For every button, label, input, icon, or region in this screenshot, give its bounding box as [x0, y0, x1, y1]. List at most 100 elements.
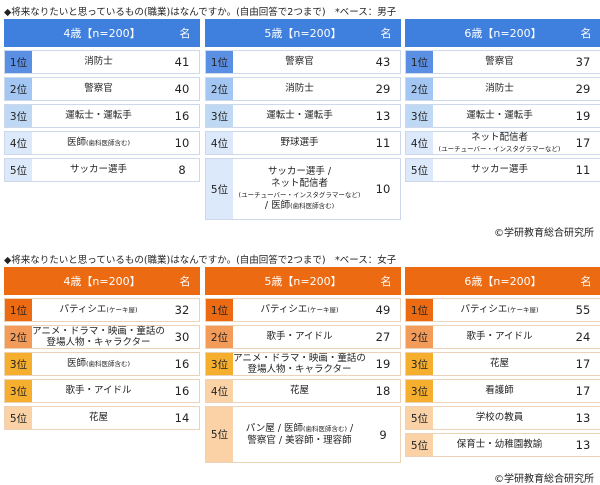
item-cell: パン屋 / 医師(歯科医師含む) / 警察官 / 美容師・理容師 — [233, 407, 366, 462]
count-cell: 55 — [566, 299, 600, 321]
count-cell: 13 — [566, 407, 600, 429]
table-row: 3位 運転士・運転手 19 — [405, 104, 600, 128]
table-row: 5位 サッカー選手 / ネット配信者 (ユーチューバー・インスタグラマーなど) / 医師… — [205, 158, 401, 220]
count-cell: 24 — [566, 326, 600, 348]
item-line: (ユーチューバー・インスタグラマーなど) — [438, 145, 561, 153]
count-cell: 10 — [366, 159, 400, 219]
table-row: 3位 医師(歯科医師含む) 16 — [4, 352, 200, 376]
table-row: 1位 パティシエ(ケーキ屋) 32 — [4, 298, 200, 322]
item-line: 医師(歯科医師含む) — [66, 137, 131, 149]
item-line: サッカー選手 — [470, 164, 528, 176]
item-line: 野球選手 — [280, 137, 319, 149]
table-row: 4位 医師(歯科医師含む) 10 — [4, 131, 200, 155]
item-cell: アニメ・ドラマ・映画・童話の 登場人物・キャラクター — [233, 353, 366, 375]
count-cell: 49 — [366, 299, 400, 321]
count-cell: 11 — [566, 159, 600, 181]
item-cell: ネット配信者 (ユーチューバー・インスタグラマーなど) — [433, 132, 566, 154]
item-line: 花屋 — [88, 412, 108, 424]
unit-label: 名 — [580, 275, 592, 288]
rank-cell: 2位 — [406, 326, 433, 348]
table-row: 5位 保育士・幼稚園教諭 13 — [405, 433, 600, 457]
table-row: 5位 学校の教員 13 — [405, 406, 600, 430]
unit-label: 名 — [580, 27, 592, 40]
count-cell: 11 — [366, 132, 400, 154]
table-row: 2位 歌手・アイドル 24 — [405, 325, 600, 349]
rank-cell: 4位 — [206, 132, 233, 154]
rank-cell: 2位 — [5, 326, 32, 348]
rank-cell: 2位 — [5, 78, 32, 100]
item-line: 運転士・運転手 — [266, 110, 333, 122]
table-header: 5歳【n=200】 名 — [205, 19, 401, 47]
item-cell: サッカー選手 — [433, 159, 566, 181]
rank-cell: 1位 — [5, 299, 32, 321]
rank-cell: 5位 — [206, 159, 233, 219]
item-line: アニメ・ドラマ・映画・童話の — [233, 352, 366, 364]
rank-cell: 3位 — [406, 353, 433, 375]
item-cell: 花屋 — [433, 353, 566, 375]
table-row: 3位 花屋 17 — [405, 352, 600, 376]
boys-table-1: 5歳【n=200】 名 1位 警察官 43 2位 消防士 29 3位 運転士・運転手 13 4位 野球選… — [205, 19, 401, 220]
item-line: 消防士 — [84, 56, 113, 68]
item-cell: パティシエ(ケーキ屋) — [233, 299, 366, 321]
rank-cell: 5位 — [406, 434, 433, 456]
count-cell: 8 — [165, 159, 199, 181]
item-line: パティシエ(ケーキ屋) — [59, 304, 138, 316]
item-line: 登場人物・キャラクター — [46, 337, 151, 348]
boys-table-0: 4歳【n=200】 名 1位 消防士 41 2位 警察官 40 3位 運転士・運転手 16 4位 医師(… — [4, 19, 200, 182]
table-row: 2位 消防士 29 — [405, 77, 600, 101]
item-line: サッカー選手 / — [267, 166, 332, 178]
rank-cell: 5位 — [5, 159, 32, 181]
table-row: 1位 警察官 37 — [405, 50, 600, 74]
age-header: 4歳【n=200】 — [63, 275, 141, 288]
rank-cell: 4位 — [406, 132, 433, 154]
age-header: 5歳【n=200】 — [264, 27, 342, 40]
age-header: 6歳【n=200】 — [464, 275, 542, 288]
unit-label: 名 — [380, 27, 392, 40]
item-cell: 歌手・アイドル — [433, 326, 566, 348]
count-cell: 29 — [366, 78, 400, 100]
item-line: 警察官 — [84, 83, 113, 95]
table-row: 3位 運転士・運転手 13 — [205, 104, 401, 128]
table-header: 6歳【n=200】 名 — [405, 267, 600, 295]
item-line: パティシエ(ケーキ屋) — [260, 304, 339, 316]
rank-cell: 1位 — [406, 51, 433, 73]
item-cell: 花屋 — [233, 380, 366, 402]
item-line: 保育士・幼稚園教諭 — [456, 439, 543, 451]
item-line: 警察官 — [285, 56, 314, 68]
rank-cell: 3位 — [5, 105, 32, 127]
table-row: 4位 野球選手 11 — [205, 131, 401, 155]
rank-cell: 3位 — [406, 105, 433, 127]
item-cell: 花屋 — [32, 407, 165, 429]
table-row: 1位 警察官 43 — [205, 50, 401, 74]
item-cell: 消防士 — [433, 78, 566, 100]
item-line: 警察官 / 美容師・理容師 — [247, 434, 352, 446]
table-row: 1位 パティシエ(ケーキ屋) 49 — [205, 298, 401, 322]
count-cell: 30 — [165, 326, 199, 348]
rank-cell: 5位 — [406, 159, 433, 181]
girls-table-0: 4歳【n=200】 名 1位 パティシエ(ケーキ屋) 32 2位 アニメ・ドラマ・映画・童話… — [4, 267, 200, 430]
table-row: 5位 サッカー選手 8 — [4, 158, 200, 182]
table-row: 3位 アニメ・ドラマ・映画・童話の 登場人物・キャラクター 19 — [205, 352, 401, 376]
item-line: (ユーチューバー・インスタグラマーなど) — [238, 191, 361, 199]
item-cell: 警察官 — [32, 78, 165, 100]
unit-label: 名 — [380, 275, 392, 288]
age-header: 6歳【n=200】 — [464, 27, 542, 40]
item-cell: 看護師 — [433, 380, 566, 402]
count-cell: 40 — [165, 78, 199, 100]
item-cell: 消防士 — [233, 78, 366, 100]
item-cell: 保育士・幼稚園教諭 — [433, 434, 566, 456]
table-row: 2位 警察官 40 — [4, 77, 200, 101]
item-cell: 野球選手 — [233, 132, 366, 154]
table-row: 1位 消防士 41 — [4, 50, 200, 74]
rank-cell: 5位 — [406, 407, 433, 429]
rank-cell: 1位 — [206, 299, 233, 321]
age-header: 5歳【n=200】 — [264, 275, 342, 288]
item-line: 花屋 — [289, 385, 309, 397]
table-row: 2位 アニメ・ドラマ・映画・童話の 登場人物・キャラクター 30 — [4, 325, 200, 349]
count-cell: 43 — [366, 51, 400, 73]
rank-cell: 3位 — [5, 380, 32, 402]
rank-cell: 4位 — [206, 380, 233, 402]
count-cell: 10 — [165, 132, 199, 154]
table-row: 5位 サッカー選手 11 — [405, 158, 600, 182]
item-cell: 運転士・運転手 — [233, 105, 366, 127]
